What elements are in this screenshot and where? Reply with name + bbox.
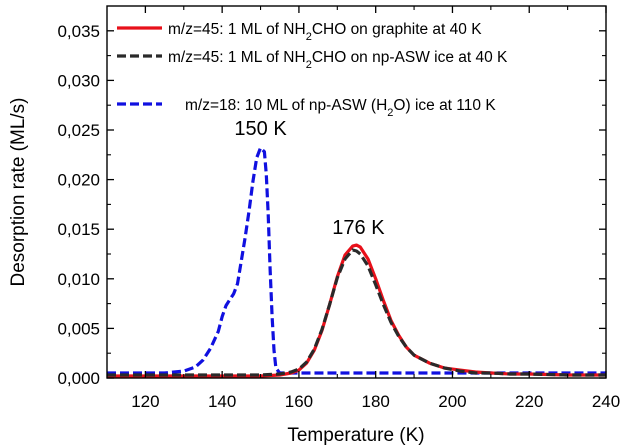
x-axis-label: Temperature (K) bbox=[287, 425, 424, 446]
plot-lines bbox=[107, 146, 606, 378]
y-tick-label: 0,015 bbox=[57, 220, 100, 239]
legend: m/z=45: 1 ML of NH2CHO on graphite at 40… bbox=[117, 21, 508, 119]
legend-label: m/z=45: 1 ML of NH2CHO on np-ASW ice at … bbox=[168, 49, 508, 71]
peak-label: 150 K bbox=[234, 118, 287, 140]
y-tick-label: 0,005 bbox=[57, 319, 100, 338]
peak-annotations: 150 K 176 K bbox=[234, 118, 385, 239]
legend-label: m/z=18: 10 ML of np-ASW (H2O) ice at 110… bbox=[185, 97, 496, 119]
x-tick-label: 200 bbox=[438, 392, 466, 411]
x-tick-label: 120 bbox=[131, 392, 159, 411]
y-tick-label: 0,020 bbox=[57, 171, 100, 190]
y-axis-label: Desorption rate (ML/s) bbox=[8, 97, 29, 286]
peak-label: 176 K bbox=[332, 217, 385, 239]
y-tick-label: 0,035 bbox=[57, 22, 100, 41]
y-tick-label: 0,010 bbox=[57, 270, 100, 289]
y-tick-label: 0,025 bbox=[57, 121, 100, 140]
x-tick-label: 220 bbox=[515, 392, 543, 411]
y-tick-label: 0,000 bbox=[57, 369, 100, 388]
axis-ticks: 120 140 160 180 200 220 240 0,000 0,005 0,010 0,01… bbox=[57, 6, 620, 411]
x-tick-label: 160 bbox=[285, 392, 313, 411]
series-line-2 bbox=[107, 248, 606, 377]
series-line-3 bbox=[107, 146, 606, 375]
plot-frame bbox=[106, 5, 607, 379]
series-line-1 bbox=[107, 243, 606, 378]
x-tick-label: 140 bbox=[208, 392, 236, 411]
y-tick-label: 0,030 bbox=[57, 71, 100, 90]
legend-label: m/z=45: 1 ML of NH2CHO on graphite at 40… bbox=[168, 21, 482, 43]
x-tick-label: 240 bbox=[592, 392, 620, 411]
x-tick-label: 180 bbox=[362, 392, 390, 411]
